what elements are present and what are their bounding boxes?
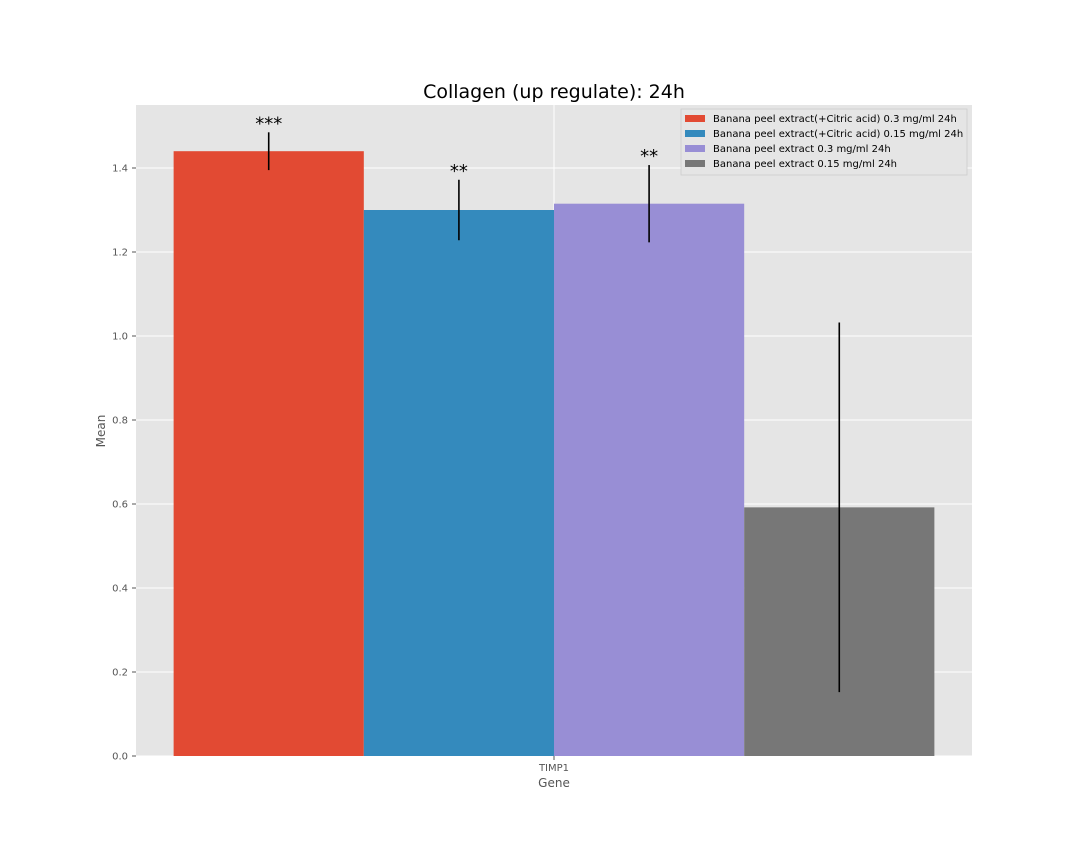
significance-markers: ******* <box>255 113 658 181</box>
legend-box <box>680 108 968 176</box>
chart-title: Collagen (up regulate): 24h <box>423 81 685 103</box>
legend-label-1: Banana peel extract(+Citric acid) 0.3 mg… <box>713 114 957 125</box>
legend-label-3: Banana peel extract 0.3 mg/ml 24h <box>713 144 891 155</box>
x-axis-ticks: TIMP1 <box>538 756 569 774</box>
bars <box>173 151 935 756</box>
y-tick-label: 0.0 <box>112 752 128 763</box>
y-tick-label: 1.2 <box>112 248 128 259</box>
legend-swatch-1 <box>685 115 705 122</box>
legend-swatch-3 <box>685 145 705 152</box>
legend-label-2: Banana peel extract(+Citric acid) 0.15 m… <box>713 129 963 140</box>
x-axis-label: Gene <box>538 776 570 790</box>
x-tick-label: TIMP1 <box>538 763 569 774</box>
significance-label-2: ** <box>450 161 468 182</box>
y-tick-label: 1.0 <box>112 332 128 343</box>
y-axis-ticks: 0.0 0.2 0.4 0.6 0.8 1.0 1.2 1.4 <box>112 164 136 763</box>
legend: Banana peel extract(+Citric acid) 0.3 mg… <box>680 108 968 176</box>
y-tick-label: 0.8 <box>112 416 128 427</box>
significance-label-3: ** <box>640 146 658 167</box>
bar-2 <box>363 210 554 756</box>
y-tick-label: 0.6 <box>112 500 128 511</box>
y-tick-label: 1.4 <box>112 164 128 175</box>
y-tick-label: 0.4 <box>112 584 128 595</box>
legend-swatch-4 <box>685 160 705 167</box>
legend-swatch-2 <box>685 130 705 137</box>
error-bars <box>267 132 841 693</box>
bar-1 <box>173 151 364 756</box>
y-axis-label: Mean <box>94 415 108 448</box>
bar-3 <box>554 203 745 756</box>
legend-label-4: Banana peel extract 0.15 mg/ml 24h <box>713 159 897 170</box>
significance-label-1: *** <box>255 113 282 134</box>
y-tick-label: 0.2 <box>112 668 128 679</box>
